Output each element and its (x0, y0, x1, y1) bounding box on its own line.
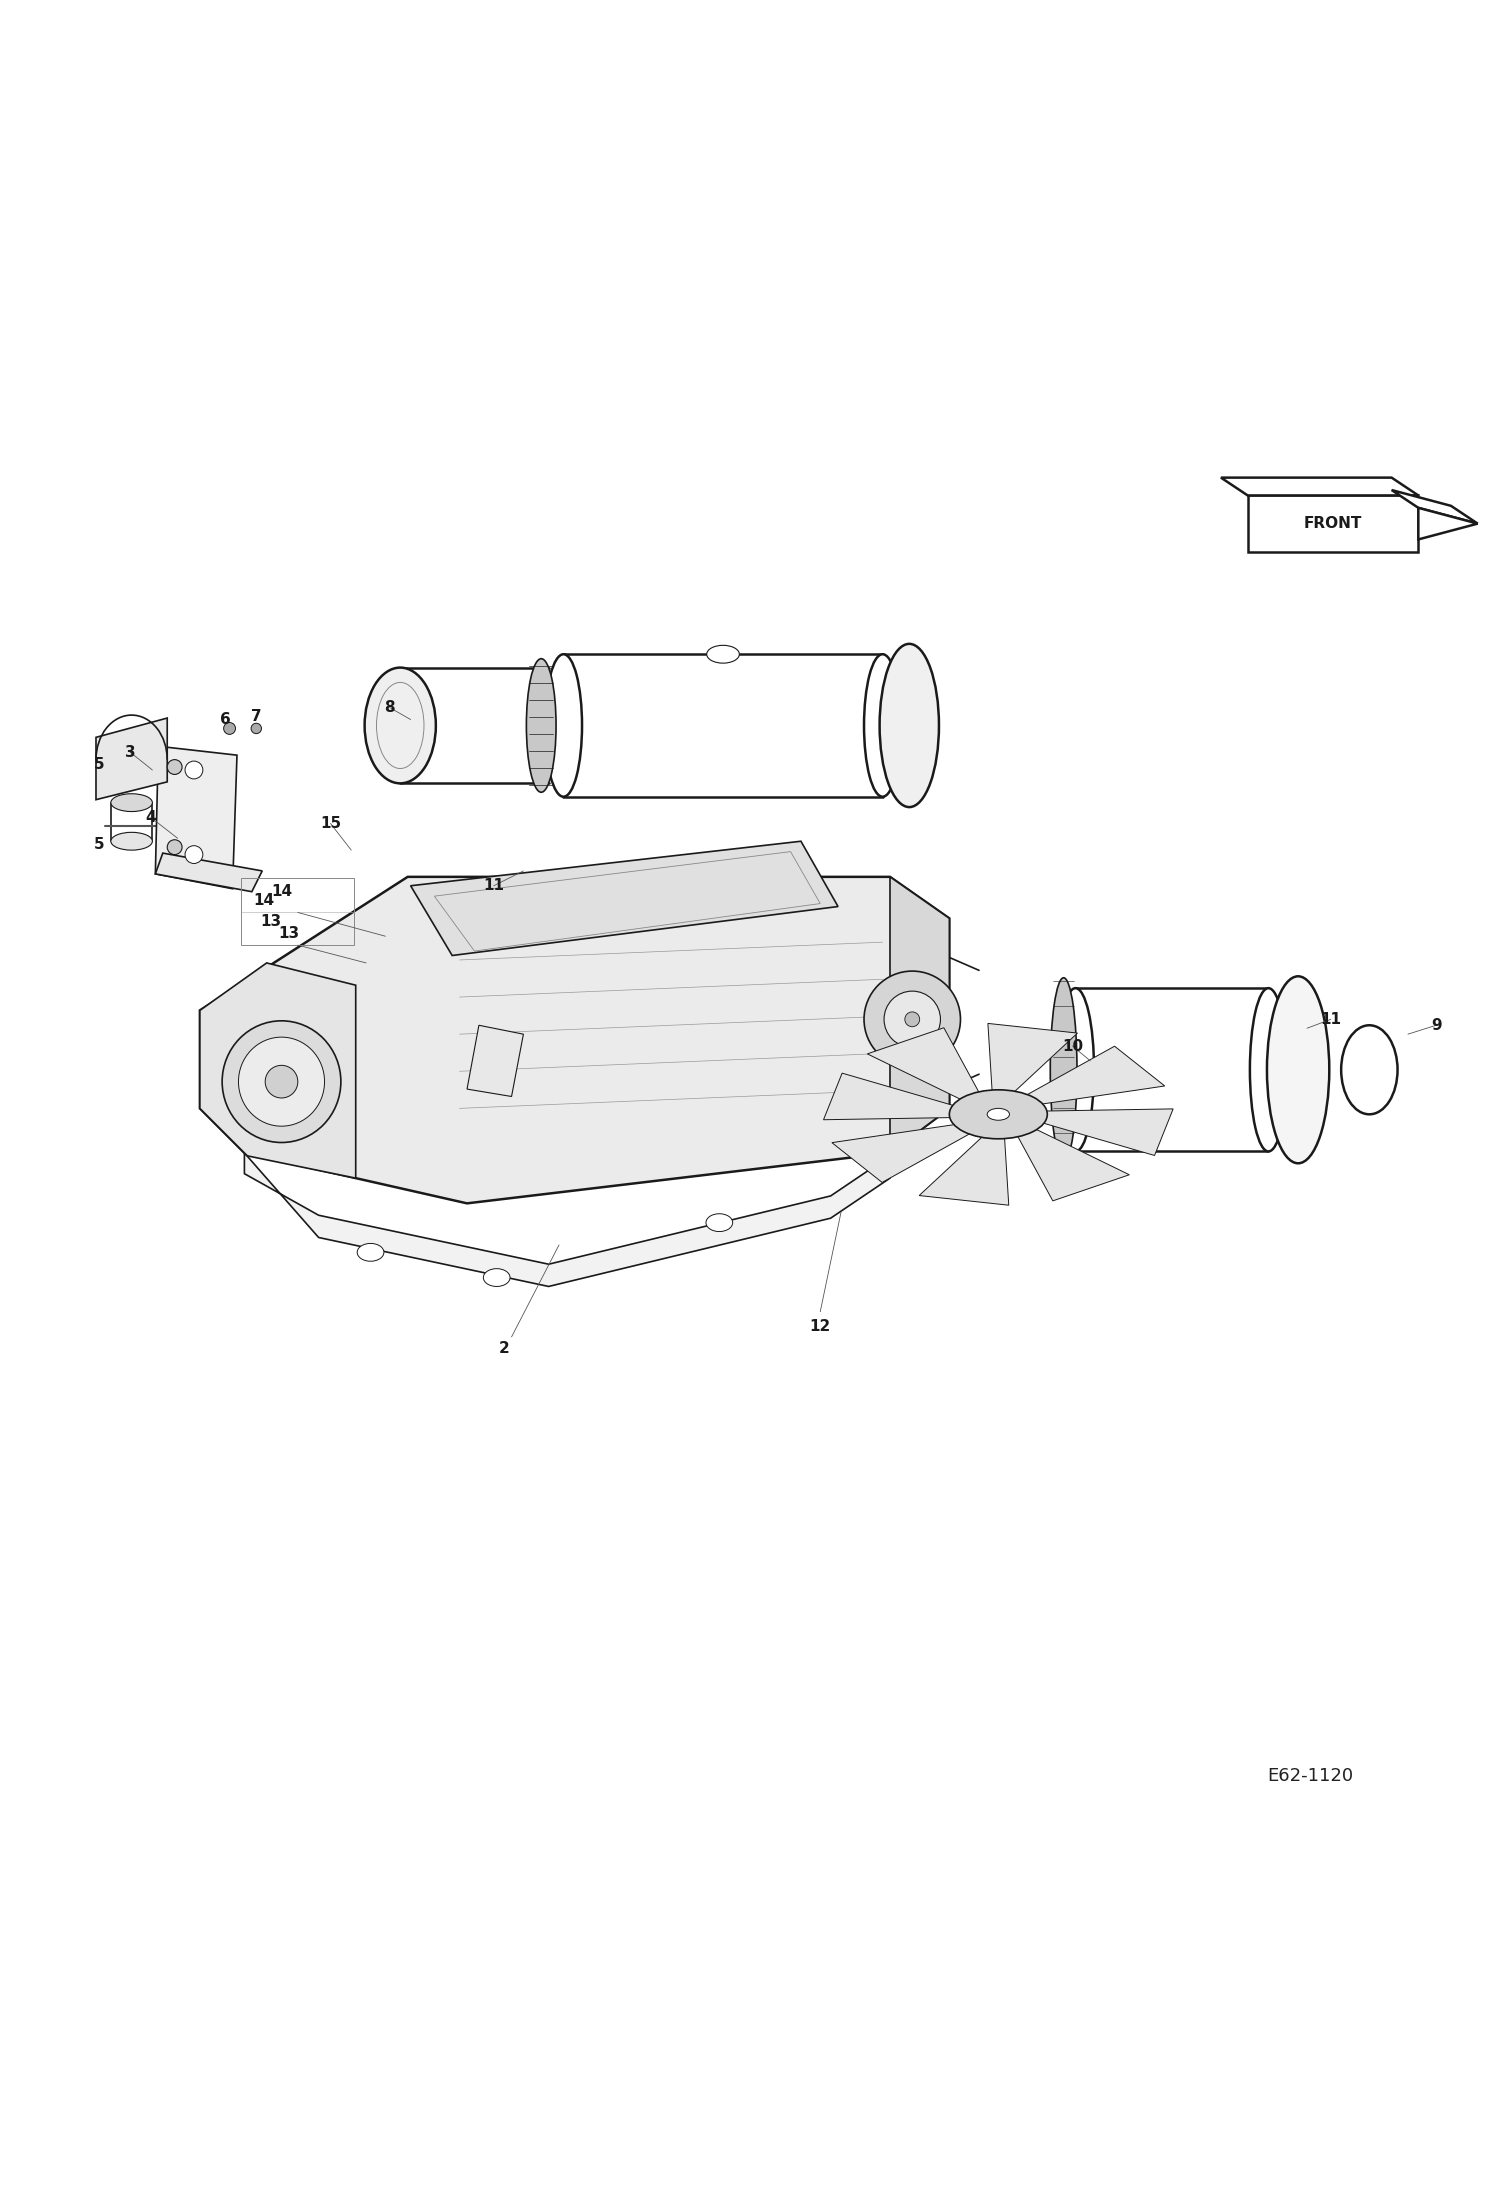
Ellipse shape (950, 1090, 1047, 1138)
Polygon shape (987, 1024, 1077, 1092)
Polygon shape (199, 963, 355, 1178)
Polygon shape (156, 746, 237, 888)
Ellipse shape (864, 654, 902, 796)
Ellipse shape (1249, 989, 1287, 1151)
Polygon shape (867, 1029, 980, 1101)
Polygon shape (244, 1154, 890, 1287)
Text: 6: 6 (220, 713, 231, 728)
Polygon shape (1025, 1046, 1165, 1105)
Polygon shape (1221, 478, 1419, 496)
Text: E62-1120: E62-1120 (1267, 1768, 1353, 1785)
Ellipse shape (222, 1020, 342, 1143)
Text: 13: 13 (261, 914, 282, 930)
Ellipse shape (364, 667, 436, 783)
Polygon shape (410, 842, 837, 956)
Text: 11: 11 (484, 877, 505, 893)
Ellipse shape (987, 1107, 1010, 1121)
Text: 3: 3 (124, 746, 135, 759)
Ellipse shape (223, 721, 235, 735)
Polygon shape (156, 853, 262, 893)
Text: 10: 10 (1062, 1039, 1083, 1053)
Ellipse shape (864, 971, 960, 1068)
Ellipse shape (884, 991, 941, 1048)
Text: FRONT: FRONT (1303, 515, 1362, 531)
Ellipse shape (111, 794, 153, 811)
Polygon shape (1040, 1110, 1173, 1156)
Ellipse shape (186, 846, 202, 864)
Ellipse shape (168, 840, 183, 855)
Ellipse shape (484, 1270, 509, 1287)
Ellipse shape (879, 645, 939, 807)
Polygon shape (96, 717, 168, 800)
Ellipse shape (252, 724, 262, 735)
Text: 9: 9 (1431, 1018, 1441, 1033)
Ellipse shape (905, 1011, 920, 1026)
Ellipse shape (706, 1213, 733, 1232)
Ellipse shape (1267, 976, 1329, 1162)
Polygon shape (1248, 496, 1419, 553)
Polygon shape (1017, 1127, 1129, 1202)
Text: 5: 5 (94, 838, 105, 851)
Text: 7: 7 (252, 708, 262, 724)
Ellipse shape (265, 1066, 298, 1099)
Text: 8: 8 (385, 700, 395, 715)
Ellipse shape (111, 833, 153, 851)
Ellipse shape (357, 1243, 383, 1261)
Ellipse shape (168, 759, 183, 774)
Polygon shape (831, 1125, 972, 1182)
Polygon shape (467, 1026, 523, 1096)
Ellipse shape (186, 761, 202, 779)
Text: 12: 12 (809, 1318, 831, 1333)
Text: 13: 13 (279, 925, 300, 941)
Text: 11: 11 (1320, 1011, 1341, 1026)
Ellipse shape (238, 1037, 325, 1127)
Ellipse shape (526, 658, 556, 792)
Ellipse shape (545, 654, 583, 796)
Polygon shape (920, 1136, 1008, 1206)
Polygon shape (1419, 509, 1477, 539)
Polygon shape (824, 1072, 957, 1121)
Text: 5: 5 (94, 757, 105, 772)
Ellipse shape (1050, 978, 1077, 1162)
Polygon shape (1392, 489, 1477, 524)
Ellipse shape (1341, 1026, 1398, 1114)
Text: 14: 14 (271, 884, 292, 899)
Ellipse shape (1058, 989, 1094, 1151)
Text: 4: 4 (145, 809, 156, 825)
Polygon shape (890, 877, 950, 1154)
Text: 14: 14 (253, 893, 274, 908)
Text: 15: 15 (321, 816, 342, 831)
Polygon shape (199, 877, 950, 1204)
Text: 2: 2 (499, 1342, 509, 1355)
Ellipse shape (707, 645, 740, 662)
